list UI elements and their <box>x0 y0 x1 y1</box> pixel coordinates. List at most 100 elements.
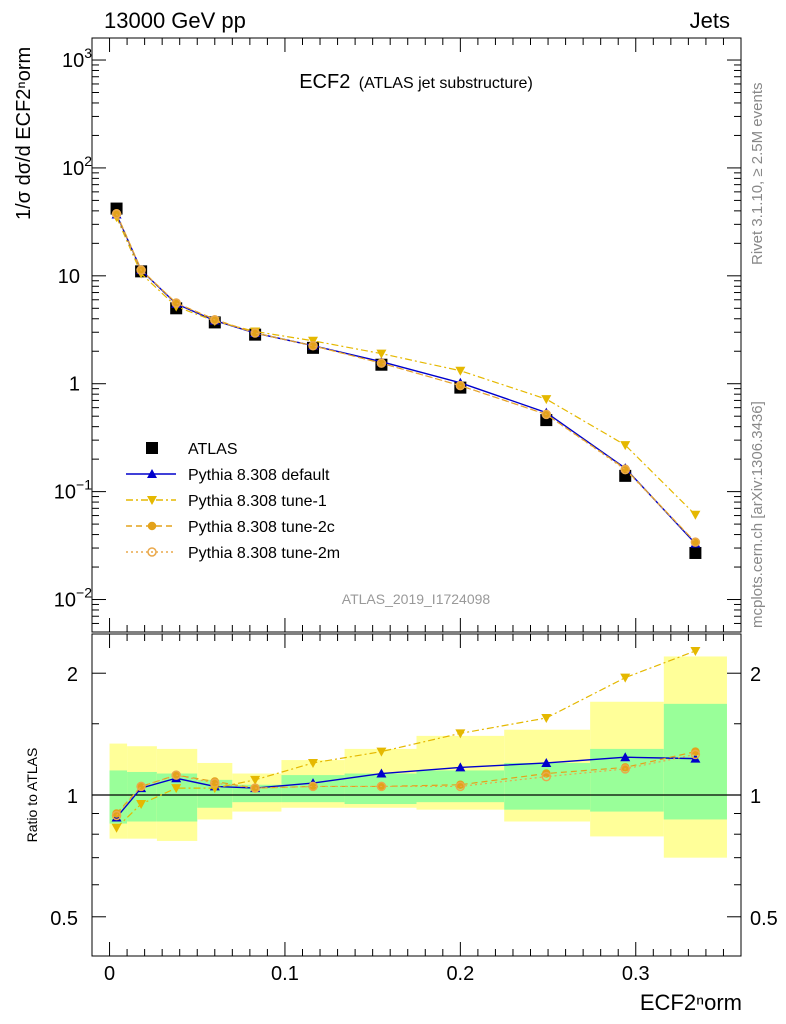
ratio-ytick-label-right-2: 2 <box>750 664 761 686</box>
ratio-ytick-label-0: 0.5 <box>50 908 78 930</box>
ratio-point-tune2m-2 <box>171 770 181 780</box>
ratio-point-tune1-8 <box>541 713 552 723</box>
upper-point-atlas-10 <box>689 546 702 559</box>
upper-point-tune2m-2 <box>171 298 181 308</box>
upper-panel <box>91 37 742 633</box>
band-inner-4 <box>232 784 282 803</box>
upper-point-tune2m-3 <box>210 315 220 325</box>
header-left: 13000 GeV pp <box>104 8 246 33</box>
upper-point-tune2m-9 <box>620 464 630 475</box>
upper-point-tune1-10 <box>690 510 701 520</box>
legend-item-default: Pythia 8.308 default <box>126 467 330 484</box>
ratio-point-tune2c-8 <box>542 769 551 778</box>
ratio-point-tune2c-10 <box>691 747 700 756</box>
upper-point-tune1-9 <box>620 441 631 451</box>
upper-point-tune2m-5 <box>308 340 318 351</box>
legend-marker-tune2m <box>147 547 157 557</box>
ylabel-lower: Ratio to ATLAS <box>24 748 40 843</box>
ratio-ytick-label-2: 2 <box>67 664 78 686</box>
ratio-point-tune2m-7 <box>455 781 466 792</box>
ratio-point-tune1-0 <box>111 823 122 833</box>
upper-point-tune2c-5 <box>308 341 318 350</box>
svg-text:ECF2 (ATLAS jet substruc: ECF2 (ATLAS jet substructure) <box>299 71 533 93</box>
ratio-point-tune2c-5 <box>308 782 318 791</box>
ratio-point-tune2m-3 <box>210 778 220 788</box>
upper-ytick-label-2: 1 <box>69 374 80 396</box>
xtick-label-0: 0 <box>104 963 115 985</box>
legend-item-tune1: Pythia 8.308 tune-1 <box>126 493 327 510</box>
legend-marker-atlas <box>146 442 158 454</box>
legend-label-atlas: ATLAS <box>188 441 238 458</box>
ratio-point-tune2m-9 <box>620 764 630 774</box>
ratio-point-tune2m-8 <box>541 771 552 782</box>
upper-point-tune2m-1 <box>136 265 146 275</box>
ratio-point-default-8 <box>541 757 552 767</box>
legend-marker-tune1 <box>147 496 157 505</box>
legend-marker-tune2c <box>147 521 157 531</box>
ratio-point-tune2m-5 <box>308 781 318 792</box>
ytick-exp: 2 <box>84 153 92 169</box>
upper-ytick-label-3: 10 <box>58 266 80 288</box>
ratio-point-tune1-10 <box>690 646 701 656</box>
ratio-ytick-label-1: 1 <box>67 786 78 808</box>
upper-frame <box>91 37 742 633</box>
upper-point-tune2m-0 <box>111 209 122 219</box>
y-axis-label-upper: 1/σ dσ/d ECF2ⁿorm <box>13 47 35 220</box>
watermark: ATLAS_2019_I1724098 <box>342 591 491 607</box>
upper-point-tune2m-7 <box>455 380 466 391</box>
ytick-exp: −2 <box>76 585 92 601</box>
legend-label-tune1: Pythia 8.308 tune-1 <box>188 493 327 510</box>
ratio-point-tune1-5 <box>308 758 319 768</box>
ratio-point-tune1-6 <box>376 747 387 757</box>
upper-point-tune2m-10 <box>690 537 701 547</box>
upper-point-tune1-6 <box>376 349 387 359</box>
ratio-point-tune1-2 <box>171 784 182 794</box>
legend-item-tune2c: Pythia 8.308 tune-2c <box>126 519 335 536</box>
ytick-base: 10 <box>58 266 80 288</box>
xtick-label-3: 0.3 <box>622 963 650 985</box>
upper-point-tune2m-6 <box>376 358 387 368</box>
xtick-label-1: 0.1 <box>271 963 299 985</box>
ratio-point-tune2c-4 <box>250 783 260 793</box>
rivet-label: Rivet 3.1.10, ≥ 2.5M events <box>749 83 766 266</box>
ratio-point-tune1-4 <box>250 775 261 785</box>
ratio-point-tune1-9 <box>620 673 631 683</box>
title: ECF2 <box>299 71 350 93</box>
upper-point-tune2m-8 <box>541 409 552 420</box>
upper-point-tune1-7 <box>455 366 466 376</box>
legend-label-default: Pythia 8.308 default <box>188 467 330 484</box>
ratio-point-tune2m-1 <box>136 781 146 792</box>
header-right: Jets <box>690 8 730 33</box>
ytick-base: 10 <box>54 482 76 504</box>
ratio-ytick-label-right-0: 0.5 <box>750 908 778 930</box>
series-layer <box>110 202 702 833</box>
upper-ytick-label-1: 10−1 <box>54 477 92 504</box>
chart-title: ECF2 (ATLAS jet substructure) <box>299 71 533 93</box>
upper-ytick-label-4: 102 <box>62 153 92 180</box>
upper-point-tune2c-4 <box>250 328 260 338</box>
ratio-series-tune2m <box>111 749 701 821</box>
legend-label-tune2m: Pythia 8.308 tune-2m <box>188 545 340 562</box>
ytick-base: 1 <box>69 374 80 396</box>
subtitle: (ATLAS jet substructure) <box>359 75 533 92</box>
upper-point-tune2c-6 <box>377 358 386 368</box>
ylabel-upper: 1/σ dσ/d ECF2ⁿorm <box>13 47 35 220</box>
ytick-exp: −1 <box>76 477 92 493</box>
upper-ytick-label-5: 103 <box>62 45 92 72</box>
ratio-point-tune2m-4 <box>250 783 260 793</box>
ytick-base: 10 <box>62 50 84 72</box>
xtick-label-2: 0.2 <box>446 963 474 985</box>
ratio-point-tune2m-6 <box>376 781 387 792</box>
ytick-base: 10 <box>54 590 76 612</box>
ratio-point-tune1-1 <box>136 800 147 810</box>
upper-point-tune2m-4 <box>250 328 260 338</box>
ratio-point-default-7 <box>455 762 466 772</box>
legend-label-tune2c: Pythia 8.308 tune-2c <box>188 519 335 536</box>
ratio-point-tune2c-2 <box>171 770 181 780</box>
mcplots-label: mcplots.cern.ch [arXiv:1306.3436] <box>749 401 766 628</box>
ratio-ytick-label-right-1: 1 <box>750 786 761 808</box>
ratio-point-tune1-7 <box>455 729 466 739</box>
legend: ATLAS Pythia 8.308 default Pythia 8.308 tu… <box>126 441 340 562</box>
